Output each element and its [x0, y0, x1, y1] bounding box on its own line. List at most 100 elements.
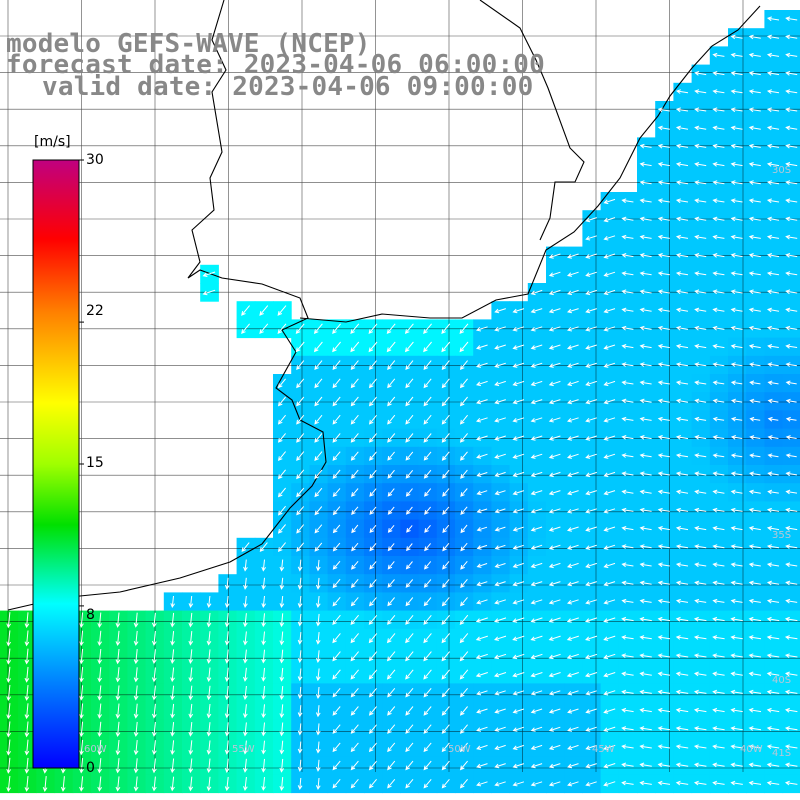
wind-arrow-icon: [494, 362, 506, 368]
wind-arrow-icon: [675, 635, 689, 640]
wind-arrow-icon: [548, 453, 561, 459]
wind-arrow-icon: [603, 490, 616, 496]
wind-arrow-icon: [621, 580, 634, 586]
wind-arrow-icon: [224, 704, 230, 719]
wind-arrow-icon: [243, 667, 248, 682]
wind-arrow-icon: [386, 323, 396, 335]
wind-arrow-icon: [351, 542, 359, 552]
wind-arrow-icon: [476, 453, 488, 459]
wind-arrow-icon: [748, 107, 761, 113]
wind-arrow-icon: [730, 398, 743, 404]
wind-arrow-icon: [621, 344, 634, 349]
wind-arrow-icon: [441, 742, 450, 753]
wind-arrow-icon: [314, 451, 323, 462]
wind-arrow-icon: [368, 433, 377, 443]
wind-arrow-icon: [639, 362, 652, 367]
wind-arrow-icon: [621, 635, 634, 640]
wind-arrow-icon: [387, 524, 395, 533]
wind-arrow-icon: [459, 378, 468, 389]
wind-arrow-icon: [206, 703, 212, 719]
wind-arrow-icon: [785, 234, 798, 240]
wind-arrow-icon: [279, 631, 285, 646]
wind-arrow-icon: [749, 362, 761, 367]
wind-arrow-icon: [369, 506, 377, 515]
wind-arrow-icon: [749, 416, 761, 422]
wind-arrow-icon: [530, 344, 543, 350]
wind-arrow-icon: [694, 398, 707, 404]
wind-arrow-icon: [712, 89, 725, 94]
wind-arrow-icon: [657, 707, 671, 713]
wind-arrow-icon: [766, 526, 780, 531]
wind-arrow-icon: [730, 162, 743, 167]
wind-arrow-icon: [730, 307, 743, 313]
wind-arrow-icon: [639, 526, 652, 531]
wind-arrow-icon: [748, 598, 761, 604]
wind-arrow-icon: [97, 667, 103, 683]
wind-arrow-icon: [423, 597, 432, 607]
wind-arrow-icon: [259, 305, 269, 316]
wind-arrow-icon: [297, 686, 303, 700]
wind-arrow-icon: [369, 542, 377, 552]
wind-arrow-icon: [296, 524, 305, 534]
wind-arrow-icon: [694, 271, 707, 276]
wind-arrow-icon: [241, 323, 250, 335]
wind-arrow-icon: [241, 305, 250, 316]
wind-arrow-icon: [748, 635, 762, 640]
wind-arrow-icon: [423, 614, 432, 625]
wind-arrow-icon: [350, 451, 359, 461]
wind-arrow-icon: [442, 469, 450, 479]
wind-arrow-icon: [621, 362, 634, 367]
wind-arrow-icon: [314, 487, 323, 498]
wind-arrow-icon: [585, 726, 597, 732]
wind-arrow-icon: [748, 562, 761, 568]
wind-arrow-icon: [675, 143, 689, 149]
wind-arrow-icon: [567, 763, 579, 769]
wind-arrow-icon: [748, 616, 762, 622]
wind-arrow-icon: [767, 344, 779, 349]
wind-arrow-icon: [657, 416, 670, 422]
wind-arrow-icon: [785, 507, 798, 513]
wind-arrow-icon: [766, 726, 780, 731]
wind-arrow-icon: [694, 380, 707, 386]
wind-arrow-icon: [585, 380, 597, 387]
wind-arrow-icon: [206, 758, 212, 774]
wind-arrow-icon: [476, 690, 488, 696]
wind-arrow-icon: [675, 125, 689, 131]
wind-arrow-icon: [279, 722, 285, 737]
wind-arrow-icon: [567, 708, 579, 714]
wind-arrow-icon: [387, 506, 395, 515]
wind-arrow-icon: [476, 472, 488, 477]
wind-arrow-icon: [657, 253, 670, 258]
wind-arrow-icon: [548, 653, 561, 660]
wind-arrow-icon: [530, 653, 543, 660]
wind-arrow-icon: [368, 323, 378, 335]
wind-arrow-icon: [730, 234, 743, 240]
wind-arrow-icon: [639, 398, 652, 404]
wind-arrow-icon: [766, 234, 780, 240]
wind-arrow-icon: [712, 762, 725, 768]
wind-arrow-icon: [694, 89, 707, 94]
wind-arrow-icon: [170, 595, 176, 609]
wind-arrow-icon: [243, 740, 248, 755]
wind-arrow-icon: [730, 635, 743, 640]
wind-arrow-icon: [785, 253, 798, 258]
wind-arrow-icon: [314, 378, 323, 389]
wind-arrow-icon: [694, 107, 707, 113]
wind-arrow-icon: [494, 708, 506, 714]
wind-arrow-icon: [297, 759, 303, 772]
wind-arrow-icon: [530, 308, 543, 314]
wind-arrow-icon: [675, 416, 689, 422]
wind-arrow-icon: [494, 763, 506, 769]
wind-arrow-icon: [332, 560, 341, 570]
wind-arrow-icon: [530, 289, 543, 296]
wind-arrow-icon: [224, 776, 230, 792]
wind-arrow-icon: [459, 360, 468, 371]
wind-arrow-icon: [297, 613, 303, 627]
wind-arrow-icon: [603, 217, 616, 223]
wind-arrow-icon: [350, 742, 359, 753]
wind-arrow-icon: [675, 544, 689, 549]
wind-arrow-icon: [424, 506, 431, 515]
wind-arrow-icon: [694, 198, 707, 204]
wind-arrow-icon: [766, 744, 780, 749]
wind-arrow-icon: [603, 326, 616, 332]
